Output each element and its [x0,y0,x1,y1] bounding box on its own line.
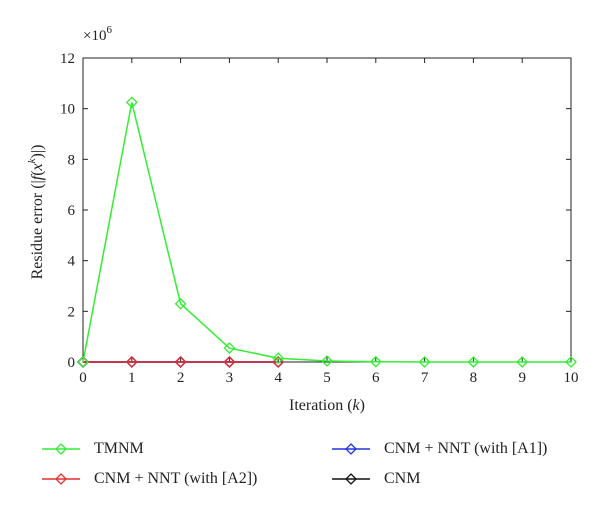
legend-marker-cnm-nnt-a2 [42,473,80,485]
y-tick-label: 10 [60,102,75,118]
data-point-tmnm [369,355,382,368]
legend-label-cnm-nnt-a1: CNM + NNT (with [A1]) [384,440,548,457]
data-point-tmnm [223,342,236,354]
data-point-tmnm [125,96,138,109]
data-point-tmnm [418,356,431,368]
x-tick-label: 6 [372,370,380,386]
legend-item-cnm: CNM [330,470,420,488]
y-tick-label: 4 [68,254,76,270]
y-tick-label: 6 [68,203,76,219]
x-axis-label: Iteration (k) [289,397,365,414]
legend-item-tmnm: TMNM [40,440,144,458]
legend-item-cnm-nnt-a1: CNM + NNT (with [A1]) [330,440,547,458]
data-point-tmnm [174,297,187,310]
plot-frame [82,57,572,363]
x-tick-label: 8 [470,370,478,386]
y-tick-label: 12 [60,51,75,67]
legend-item-cnm-nnt-a2: CNM + NNT (with [A2]) [40,470,257,488]
data-point-tmnm [516,356,529,368]
legend-marker-tmnm [42,443,80,455]
y-tick-label: 8 [68,152,76,168]
x-tick-label: 5 [323,370,331,386]
y-tick-label: 2 [68,304,76,320]
legend-marker-cnm-nnt-a1 [332,443,370,455]
data-point-cnm-nnt-with-a2 [174,356,187,368]
data-point-tmnm [77,356,89,368]
data-point-tmnm [321,355,333,367]
series-layer [77,96,577,368]
x-tick-label: 1 [128,370,136,386]
data-point-cnm-nnt-with-a2 [223,356,236,368]
data-point-tmnm [467,356,480,368]
data-point-cnm-nnt-with-a2 [125,356,138,368]
series-line-tmnm [82,102,571,363]
y-axis-label: Residue error (|f(xk)|) [26,145,46,280]
data-point-tmnm [272,352,285,365]
x-tick-label: 0 [79,370,87,386]
legend-marker-cnm [332,473,370,485]
legend-label-tmnm: TMNM [94,440,144,457]
y-multiplier: ×106 [83,24,112,44]
x-tick-label: 7 [421,370,429,386]
x-tick-label: 2 [177,370,185,386]
x-tick-label: 3 [226,370,234,386]
y-tick-label: 0 [68,355,76,371]
legend-label-cnm-nnt-a2: CNM + NNT (with [A2]) [94,470,258,487]
x-tick-label: 9 [518,370,526,386]
legend-label-cnm: CNM [384,470,421,487]
x-tick-label: 4 [274,370,282,386]
x-tick-label: 10 [564,370,579,386]
data-point-tmnm [565,356,577,368]
